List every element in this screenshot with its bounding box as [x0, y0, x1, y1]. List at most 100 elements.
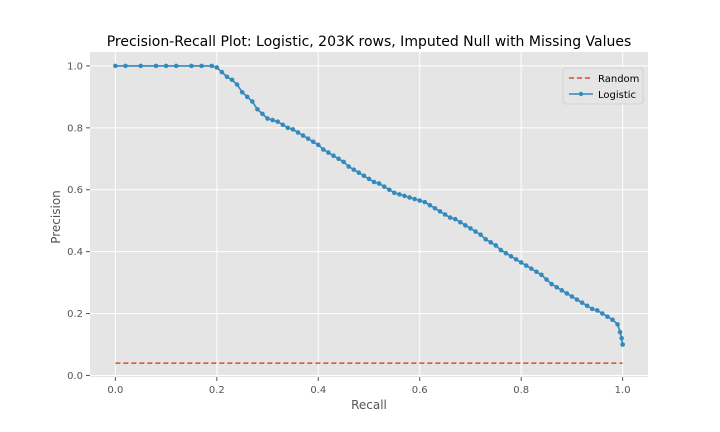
logistic-point [584, 303, 590, 309]
logistic-point [270, 117, 275, 123]
logistic-point [244, 94, 250, 100]
logistic-point [123, 63, 128, 69]
logistic-point [619, 336, 624, 341]
logistic-point [138, 63, 144, 69]
y-axis-title: Precision [49, 190, 63, 244]
legend-random-label: Random [598, 74, 639, 85]
logistic-point [483, 236, 488, 242]
logistic-point [478, 232, 483, 237]
x-tick-label: 0.2 [209, 385, 225, 396]
logistic-point [615, 322, 620, 327]
logistic-point [594, 308, 600, 313]
logistic-point [315, 142, 321, 148]
logistic-point [219, 69, 225, 75]
logistic-point [386, 187, 392, 193]
logistic-point [331, 153, 336, 158]
y-tick-label: 0.4 [67, 247, 83, 258]
x-tick-label: 0.8 [513, 385, 529, 396]
logistic-point [366, 176, 372, 182]
logistic-point [153, 63, 159, 69]
y-tick-label: 0.6 [67, 185, 83, 196]
logistic-point [569, 294, 575, 299]
logistic-point [589, 306, 595, 312]
logistic-point [564, 291, 570, 296]
logistic-point [559, 288, 565, 293]
logistic-point [173, 63, 179, 69]
logistic-point [280, 122, 286, 128]
logistic-point [356, 170, 362, 176]
logistic-point [326, 150, 331, 155]
logistic-point [468, 226, 473, 231]
logistic-point [290, 127, 296, 132]
logistic-point [473, 229, 478, 234]
logistic-point [488, 240, 494, 245]
logistic-point [229, 77, 235, 83]
logistic-point [209, 63, 215, 69]
logistic-point [392, 190, 397, 196]
logistic-point [417, 198, 423, 203]
logistic-point [285, 125, 291, 131]
logistic-point [310, 139, 316, 145]
logistic-point [239, 89, 245, 95]
logistic-point [376, 181, 382, 186]
chart-title: Precision-Recall Plot: Logistic, 203K ro… [107, 34, 632, 50]
logistic-point [554, 284, 559, 290]
logistic-point [498, 247, 504, 253]
logistic-point [234, 82, 240, 87]
logistic-point [341, 159, 346, 165]
logistic-point [518, 260, 524, 265]
logistic-point [295, 130, 301, 135]
logistic-point [407, 195, 412, 200]
logistic-point [300, 133, 306, 138]
logistic-point [397, 192, 402, 197]
logistic-point [199, 63, 204, 69]
logistic-point [214, 65, 220, 70]
logistic-point [265, 116, 270, 121]
logistic-point [163, 63, 169, 69]
logistic-point [427, 202, 433, 208]
grid-lines [90, 52, 648, 377]
logistic-point [508, 253, 514, 259]
x-axis-title: Recall [351, 398, 387, 412]
logistic-point [361, 173, 367, 179]
logistic-point [513, 257, 519, 262]
logistic-point [275, 119, 280, 124]
logistic-point [402, 193, 407, 199]
logistic-point [381, 184, 387, 189]
logistic-point [493, 243, 499, 248]
y-tick-label: 0.2 [67, 309, 83, 320]
legend: Random Logistic [562, 67, 644, 105]
logistic-point [336, 156, 341, 162]
logistic-point [442, 212, 448, 217]
logistic-point [224, 74, 230, 80]
x-tick-label: 1.0 [615, 385, 631, 396]
logistic-point [351, 167, 357, 172]
logistic-point [534, 269, 539, 275]
plot-area [90, 52, 648, 377]
logistic-point [463, 223, 468, 228]
logistic-point [250, 99, 255, 104]
y-tick-label: 0.8 [67, 123, 83, 134]
logistic-point [437, 209, 443, 214]
logistic-point [620, 342, 625, 347]
logistic-point [544, 277, 549, 282]
logistic-point [617, 329, 623, 335]
logistic-point [549, 281, 554, 287]
legend-logistic-marker [578, 91, 584, 97]
logistic-point [422, 199, 428, 205]
logistic-point [412, 196, 417, 202]
logistic-point [189, 63, 194, 69]
logistic-point [458, 219, 463, 225]
x-tick-label: 0.6 [412, 385, 428, 396]
logistic-point [371, 179, 377, 185]
logistic-point [321, 147, 326, 152]
y-tick-label: 1.0 [67, 61, 83, 72]
logistic-point [346, 164, 352, 169]
logistic-point [539, 272, 544, 278]
x-tick-label: 0.4 [310, 385, 326, 396]
logistic-point [305, 136, 311, 141]
logistic-point [432, 206, 438, 211]
logistic-point [113, 63, 118, 69]
logistic-point [255, 106, 260, 112]
